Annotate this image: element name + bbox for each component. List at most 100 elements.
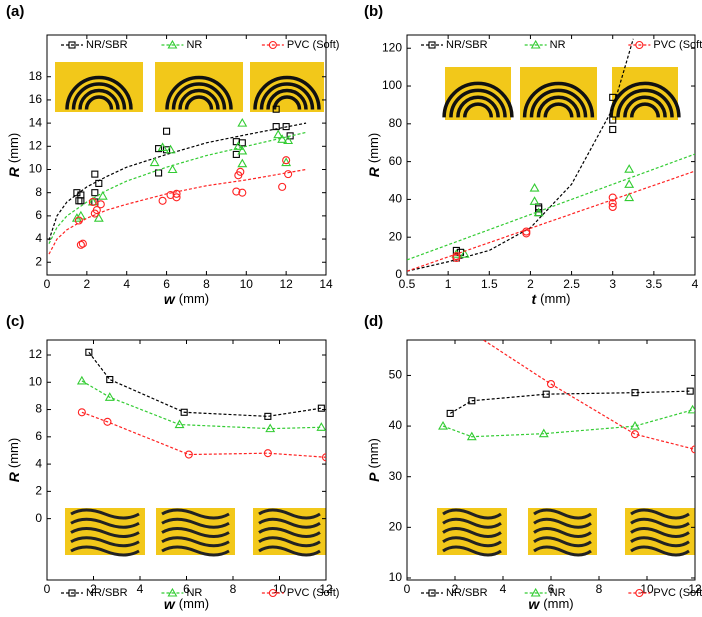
y-axis-symbol: R <box>6 471 22 482</box>
marker-circle <box>690 445 695 454</box>
panel-label: (c) <box>6 313 24 330</box>
marker-circle <box>88 197 97 207</box>
y-axis-label: P (mm) <box>366 438 382 482</box>
y-tick-label: 20 <box>389 520 403 534</box>
inset-strip <box>259 82 315 110</box>
marker-circle <box>608 193 617 202</box>
marker-square <box>609 93 617 101</box>
legend-label: NR/SBR <box>446 39 488 51</box>
marker-square <box>180 408 188 416</box>
y-tick-label: 40 <box>389 192 403 206</box>
legend-label: NR/SBR <box>446 587 488 599</box>
inset-photo <box>55 62 143 112</box>
marker-triangle <box>624 179 635 188</box>
y-tick-label: 10 <box>389 570 403 584</box>
marker-triangle <box>438 420 448 430</box>
legend-marker <box>167 587 178 597</box>
marker-triangle <box>538 428 549 438</box>
x-axis-label: w (mm) <box>164 596 209 612</box>
marker-triangle <box>157 142 168 152</box>
marker-square <box>631 389 639 397</box>
y-tick-label: 18 <box>29 69 43 83</box>
inset-strip <box>522 81 595 118</box>
y-tick-label: 20 <box>389 229 403 243</box>
x-axis-symbol: t <box>532 291 538 307</box>
marker-triangle <box>459 249 470 258</box>
marker-square <box>686 387 694 395</box>
marker-circle <box>440 318 447 325</box>
panel-label: (b) <box>364 3 383 20</box>
marker-square <box>238 139 246 147</box>
marker-square <box>542 390 550 398</box>
inset-strip <box>533 527 592 538</box>
marker-triangle <box>104 392 115 401</box>
inset-strip <box>630 545 690 557</box>
x-axis-unit: (mm) <box>179 291 209 306</box>
marker-circle <box>263 449 272 458</box>
legend-marker <box>268 588 277 598</box>
inset-strip <box>630 536 690 548</box>
inset-strip <box>442 536 502 548</box>
marker-circle <box>158 196 167 205</box>
marker-triangle <box>233 141 244 150</box>
inset-photo <box>155 62 243 112</box>
legend-label: NR <box>186 587 202 599</box>
x-tick-label: 12 <box>319 582 333 596</box>
marker-circle <box>630 430 640 439</box>
marker-circle <box>466 327 473 334</box>
marker-triangle <box>451 249 462 258</box>
y-axis-unit: (mm) <box>366 438 381 468</box>
marker-triangle <box>149 157 160 167</box>
marker-square <box>609 116 617 124</box>
x-tick-label: 8 <box>230 582 237 596</box>
x-tick-label: 1 <box>445 277 452 291</box>
y-axis-symbol: P <box>366 472 382 482</box>
marker-triangle <box>237 145 248 155</box>
inset-strip <box>449 88 507 118</box>
marker-triangle <box>165 144 176 154</box>
inset-strip <box>78 88 120 110</box>
legend-label: PVC (Soft) <box>653 587 702 599</box>
marker-square <box>317 404 325 412</box>
inset-strip <box>630 508 690 520</box>
series-line <box>449 390 691 414</box>
marker-triangle <box>283 135 294 145</box>
inset-strip <box>442 517 502 529</box>
y-tick-label: 80 <box>389 116 403 130</box>
marker-triangle <box>533 207 544 217</box>
inset-strip <box>71 82 127 110</box>
inset-strip <box>630 102 660 118</box>
legend-marker <box>68 589 76 597</box>
inset-strip <box>258 517 321 529</box>
inset-strip <box>533 517 592 529</box>
x-tick-label: 3.5 <box>646 277 663 291</box>
marker-triangle <box>76 375 87 385</box>
y-tick-label: 12 <box>29 347 43 361</box>
y-axis-label: R (mm) <box>6 133 22 177</box>
x-tick-label: 0 <box>404 582 411 596</box>
inset-strip <box>442 508 502 520</box>
x-tick-label: 4 <box>137 582 144 596</box>
y-tick-label: 6 <box>35 208 42 222</box>
legend-marker <box>635 588 644 598</box>
marker-circle <box>184 450 193 459</box>
marker-triangle <box>316 422 326 431</box>
legend-marker <box>428 41 436 49</box>
y-axis-symbol: R <box>366 166 382 177</box>
marker-square <box>163 127 171 135</box>
marker-square <box>609 125 617 134</box>
y-tick-label: 8 <box>35 185 42 199</box>
marker-circle <box>608 202 617 212</box>
y-tick-label: 16 <box>29 92 43 106</box>
x-tick-label: 4 <box>692 277 699 291</box>
marker-triangle <box>277 134 288 143</box>
marker-triangle <box>687 404 695 414</box>
x-tick-label: 10 <box>273 582 287 596</box>
x-tick-label: 6 <box>163 277 170 291</box>
inset-strip <box>536 95 581 118</box>
inset-strip <box>178 88 220 110</box>
y-tick-label: 2 <box>35 254 42 268</box>
marker-triangle <box>281 157 292 167</box>
x-tick-label: 3 <box>609 277 616 291</box>
marker-square <box>91 189 99 197</box>
